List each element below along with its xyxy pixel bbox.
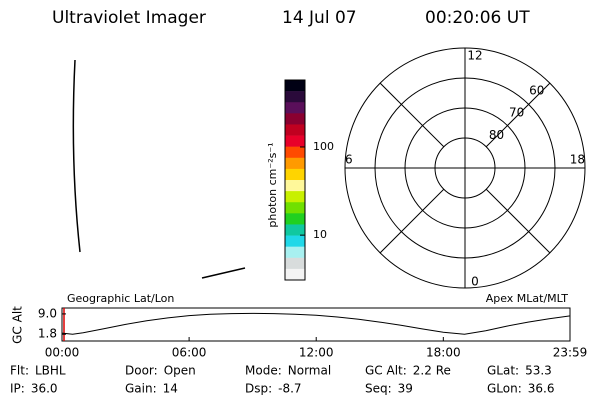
colorbar-tick-label: 100 [313, 140, 334, 153]
y-tick-label: 9.0 [38, 306, 57, 320]
info-label: GLat: [487, 364, 519, 378]
colorbar-label: photon cm⁻²s⁻¹ [266, 142, 279, 227]
info-value: 53.3 [525, 364, 552, 378]
right-title: Apex MLat/MLT [486, 292, 569, 305]
colorbar-swatch [285, 224, 305, 236]
info-label: GLon: [487, 382, 522, 396]
info-label: Mode: [245, 364, 282, 378]
polar-spoke [379, 188, 445, 254]
colorbar-swatch [285, 80, 305, 92]
polar-mlt-label: 12 [467, 49, 482, 63]
info-value: LBHL [35, 364, 66, 378]
date: 14 Jul 07 [282, 8, 357, 28]
colorbar-swatch [285, 257, 305, 270]
colorbar-swatch [285, 246, 305, 259]
colorbar-swatch [285, 235, 305, 247]
info-label: GC Alt: [365, 364, 407, 378]
left-title: Geographic Lat/Lon [67, 292, 174, 305]
polar-mlt-label: 18 [570, 153, 585, 167]
info-value: Normal [288, 364, 331, 378]
info-value: -8.7 [278, 382, 301, 396]
info-label: Gain: [125, 382, 157, 396]
colorbar-frame [284, 79, 306, 281]
limb-segment [201, 267, 246, 279]
time: 00:20:06 UT [425, 8, 530, 28]
colorbar-swatch [285, 268, 305, 281]
polar-ring-label: 60 [529, 83, 544, 97]
info-label: Dsp: [245, 382, 272, 396]
colorbar-swatch [285, 180, 305, 192]
colorbar-swatch [285, 135, 305, 147]
info-label: Flt: [10, 364, 29, 378]
info-label: Door: [125, 364, 158, 378]
colorbar-swatch [285, 157, 305, 170]
colorbar-swatch [285, 202, 305, 214]
colorbar-swatch [285, 91, 305, 103]
x-tick-label: 06:00 [172, 346, 207, 360]
polar-ring-label: 70 [509, 106, 524, 120]
info-value: 36.6 [528, 382, 555, 396]
polar-spoke [485, 82, 551, 148]
altitude-line [61, 312, 571, 335]
info-value: 2.2 Re [413, 364, 451, 378]
colorbar-swatch [285, 146, 305, 159]
y-tick-label: 1.8 [38, 327, 57, 341]
polar-mlt-label: 0 [471, 275, 479, 289]
limb-arc [72, 59, 81, 253]
x-tick-label: 23:59 [553, 346, 588, 360]
colorbar-swatch [285, 213, 305, 225]
polar-spoke [379, 82, 445, 148]
colorbar-swatch [285, 124, 305, 136]
info-label: IP: [10, 382, 25, 396]
polar-spoke [485, 188, 551, 254]
colorbar-swatch [285, 191, 305, 203]
polar-mlt-label: 6 [345, 153, 353, 167]
x-tick-label: 12:00 [299, 346, 334, 360]
info-value: 36.0 [31, 382, 58, 396]
info-value: Open [164, 364, 196, 378]
colorbar-swatch [285, 102, 305, 114]
polar-ring-label: 80 [489, 128, 504, 142]
instrument-title: Ultraviolet Imager [52, 8, 206, 28]
info-value: 39 [398, 382, 413, 396]
y-axis-label: GC Alt [11, 306, 25, 344]
info-value: 14 [163, 382, 178, 396]
info-label: Seq: [365, 382, 392, 396]
x-tick-label: 00:00 [45, 346, 80, 360]
colorbar-tick-label: 10 [313, 228, 327, 241]
colorbar-swatch [285, 113, 305, 125]
x-tick-label: 18:00 [426, 346, 461, 360]
colorbar-swatch [285, 168, 305, 181]
